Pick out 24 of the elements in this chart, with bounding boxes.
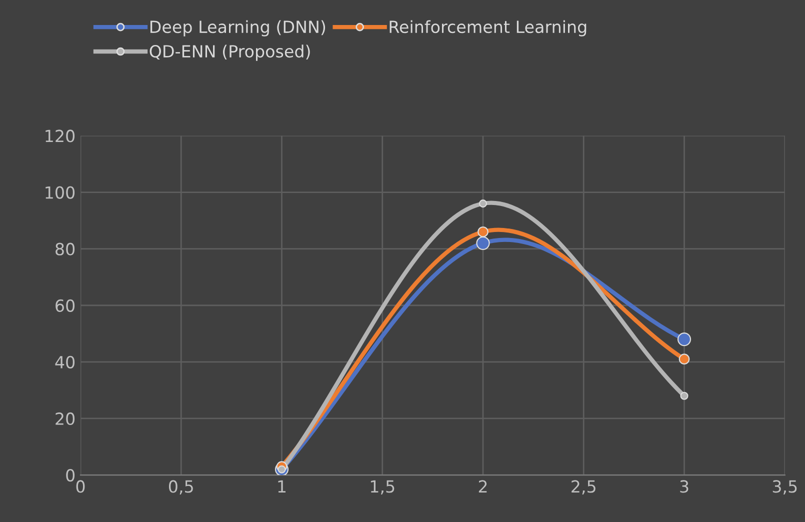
point xyxy=(476,236,490,250)
y-tick-label: 40 xyxy=(55,356,75,368)
x-tick-label: 1 xyxy=(278,480,286,493)
point xyxy=(478,226,488,238)
point xyxy=(678,354,690,365)
point xyxy=(677,332,692,346)
y-tick-label: 80 xyxy=(56,242,75,256)
point xyxy=(478,200,488,208)
point xyxy=(680,392,688,400)
x-tick-label: 2,5 xyxy=(572,480,596,494)
x-tick-label: 0,5 xyxy=(168,480,193,494)
x-tick-label: 3 xyxy=(680,480,688,493)
y-tick-label: 120 xyxy=(46,130,75,142)
legend-label: Deep Learning (DNN) xyxy=(150,20,326,36)
x-tick-label: 0 xyxy=(76,480,85,493)
y-tick-label: 100 xyxy=(46,186,75,199)
x-tick-label: 2 xyxy=(478,480,487,493)
y-tick-label: 20 xyxy=(56,412,75,426)
y-tick-label: 0 xyxy=(66,468,75,482)
legend-label: QD-ENN (Proposed) xyxy=(150,44,310,61)
y-tick-label: 60 xyxy=(56,299,75,312)
x-tick-label: 3,5 xyxy=(772,480,797,494)
legend-label: Reinforcement Learning xyxy=(390,20,586,36)
x-tick-label: 1,5 xyxy=(370,480,394,494)
